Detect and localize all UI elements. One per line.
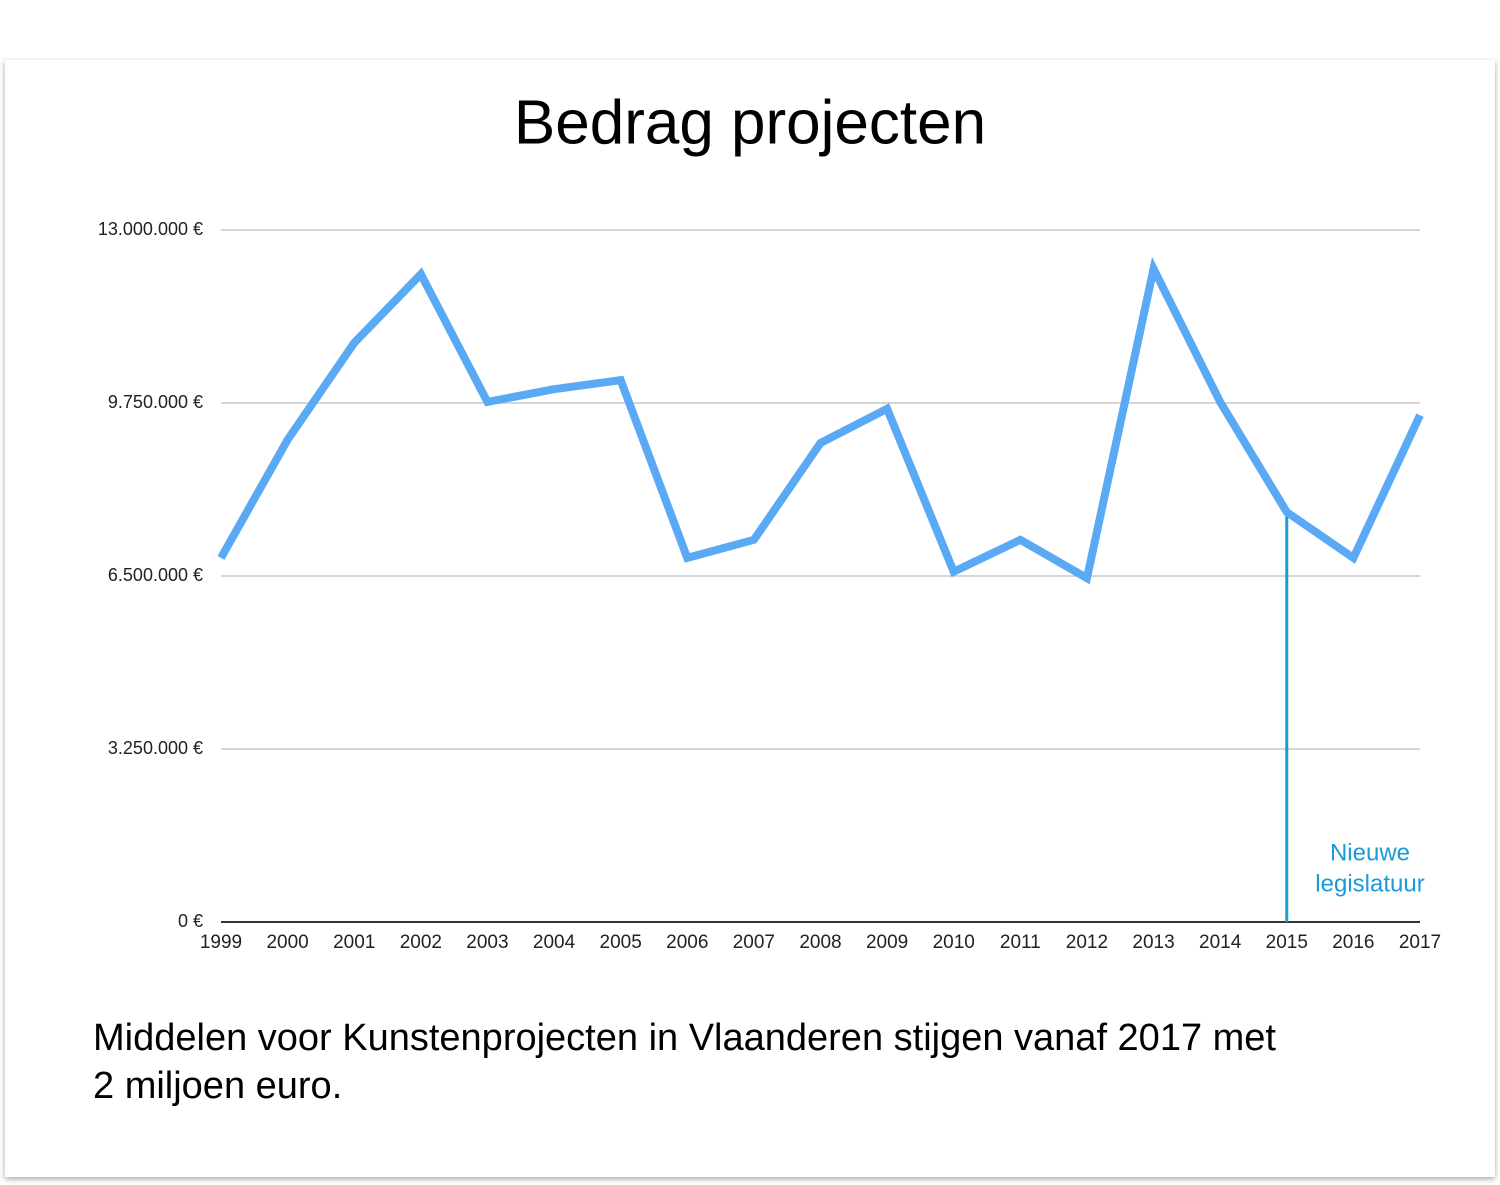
x-tick-label: 2001 — [333, 932, 375, 953]
y-tick-label: 0 € — [178, 911, 203, 931]
x-tick-label: 2017 — [1399, 932, 1441, 953]
y-tick-label: 9.750.000 € — [108, 392, 203, 412]
x-tick-label: 2005 — [600, 932, 642, 953]
x-tick-label: 2014 — [1199, 932, 1242, 953]
x-tick-label: 2008 — [799, 932, 841, 953]
x-tick-label: 2015 — [1266, 932, 1308, 953]
x-tick-label: 2002 — [400, 932, 442, 953]
annotation-text: legislatuur — [1315, 870, 1424, 897]
slide — [5, 60, 1495, 1177]
caption: 2 miljoen euro. — [93, 1065, 342, 1107]
x-tick-label: 2010 — [933, 932, 975, 953]
x-tick-label: 2007 — [733, 932, 775, 953]
y-tick-label: 13.000.000 € — [98, 219, 203, 239]
chart-title: Bedrag projecten — [514, 88, 986, 157]
x-tick-label: 2016 — [1332, 932, 1374, 953]
y-tick-label: 3.250.000 € — [108, 738, 203, 758]
x-tick-label: 2003 — [466, 932, 508, 953]
x-tick-label: 2004 — [533, 932, 576, 953]
line-series — [217, 256, 1424, 585]
annotation-text: Nieuwe — [1330, 839, 1410, 866]
y-tick-label: 6.500.000 € — [108, 565, 203, 585]
x-tick-label: 2013 — [1132, 932, 1174, 953]
x-tick-label: 2011 — [1000, 932, 1041, 953]
x-tick-label: 2012 — [1066, 932, 1108, 953]
x-tick-label: 2006 — [666, 932, 708, 953]
x-tick-label: 2000 — [266, 932, 308, 953]
x-tick-label: 1999 — [200, 932, 242, 953]
caption: Middelen voor Kunstenprojecten in Vlaand… — [93, 1017, 1276, 1059]
x-tick-label: 2009 — [866, 932, 908, 953]
